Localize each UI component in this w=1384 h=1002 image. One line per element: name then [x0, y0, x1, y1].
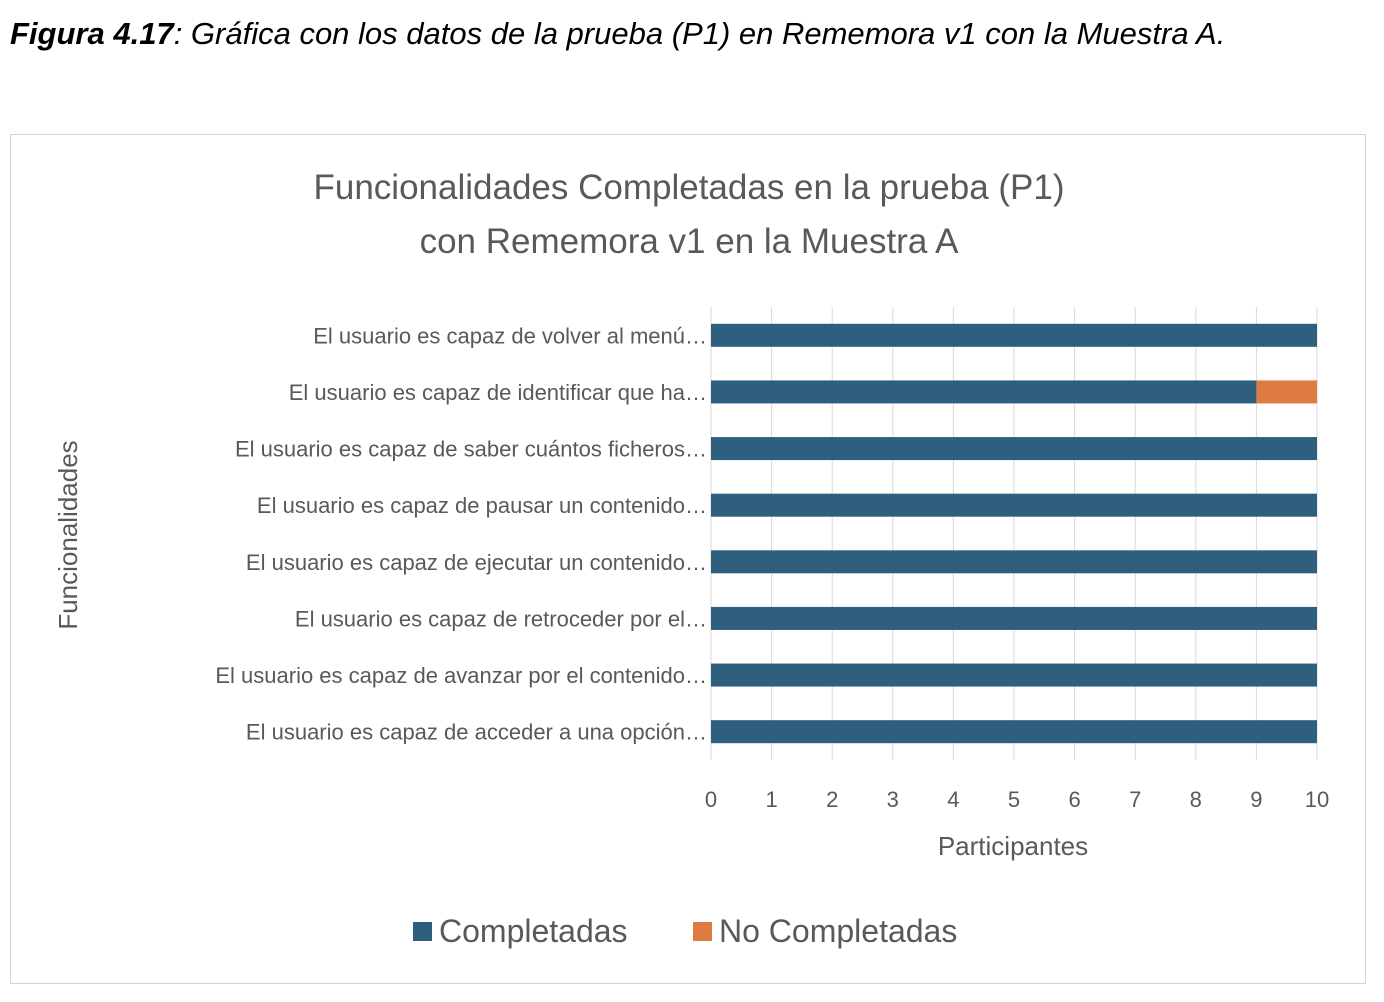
- chart-title-line-1: Funcionalidades Completadas en la prueba…: [313, 168, 1064, 207]
- bar-completadas: [711, 663, 1317, 687]
- chart-title-line-2: con Rememora v1 en la Muestra A: [420, 222, 960, 261]
- x-tick-label: 1: [765, 787, 777, 812]
- y-axis-title: Funcionalidades: [53, 440, 83, 629]
- legend-swatch: [693, 922, 712, 941]
- bar-completadas: [711, 606, 1317, 630]
- bars: [711, 323, 1317, 744]
- bar-completadas: [711, 550, 1317, 574]
- x-tick-label: 10: [1305, 787, 1329, 812]
- x-tick-label: 8: [1190, 787, 1202, 812]
- legend-label: No Completadas: [719, 913, 957, 949]
- category-label: El usuario es capaz de volver al menú…: [313, 323, 707, 348]
- category-label: El usuario es capaz de pausar un conteni…: [257, 493, 707, 518]
- x-axis-title: Participantes: [938, 831, 1088, 861]
- category-label: El usuario es capaz de avanzar por el co…: [215, 663, 707, 688]
- bar-completadas: [711, 380, 1257, 404]
- category-labels: El usuario es capaz de volver al menú… El…: [215, 323, 707, 744]
- caption-label: Figura 4.17: [10, 16, 174, 51]
- x-tick-labels: 0 1 2 3 4 5 6 7 8 9 10: [705, 787, 1329, 812]
- bar-completadas: [711, 323, 1317, 347]
- chart-frame: Funcionalidades Completadas en la prueba…: [10, 134, 1366, 984]
- gridlines: [710, 307, 1318, 760]
- x-tick-label: 5: [1008, 787, 1020, 812]
- legend-label: Completadas: [439, 913, 628, 949]
- bar-no-completadas: [1256, 380, 1317, 404]
- legend: Completadas No Completadas: [413, 913, 957, 949]
- x-tick-label: 3: [887, 787, 899, 812]
- bar-chart: Funcionalidades Completadas en la prueba…: [53, 168, 1329, 949]
- x-tick-label: 7: [1129, 787, 1141, 812]
- category-label: El usuario es capaz de retroceder por el…: [295, 606, 707, 631]
- category-label: El usuario es capaz de identificar que h…: [289, 380, 707, 405]
- x-tick-label: 6: [1068, 787, 1080, 812]
- bar-completadas: [711, 493, 1317, 517]
- category-label: El usuario es capaz de saber cuántos fic…: [235, 437, 707, 462]
- x-tick-label: 2: [826, 787, 838, 812]
- bar-completadas: [711, 437, 1317, 461]
- figure-caption: Figura 4.17: Gráfica con los datos de la…: [10, 12, 1380, 56]
- x-tick-label: 0: [705, 787, 717, 812]
- legend-swatch: [413, 922, 432, 941]
- x-tick-label: 4: [947, 787, 959, 812]
- caption-text: : Gráfica con los datos de la prueba (P1…: [173, 16, 1226, 51]
- category-label: El usuario es capaz de ejecutar un conte…: [246, 550, 707, 575]
- category-label: El usuario es capaz de acceder a una opc…: [246, 720, 707, 745]
- x-tick-label: 9: [1250, 787, 1262, 812]
- bar-completadas: [711, 720, 1317, 744]
